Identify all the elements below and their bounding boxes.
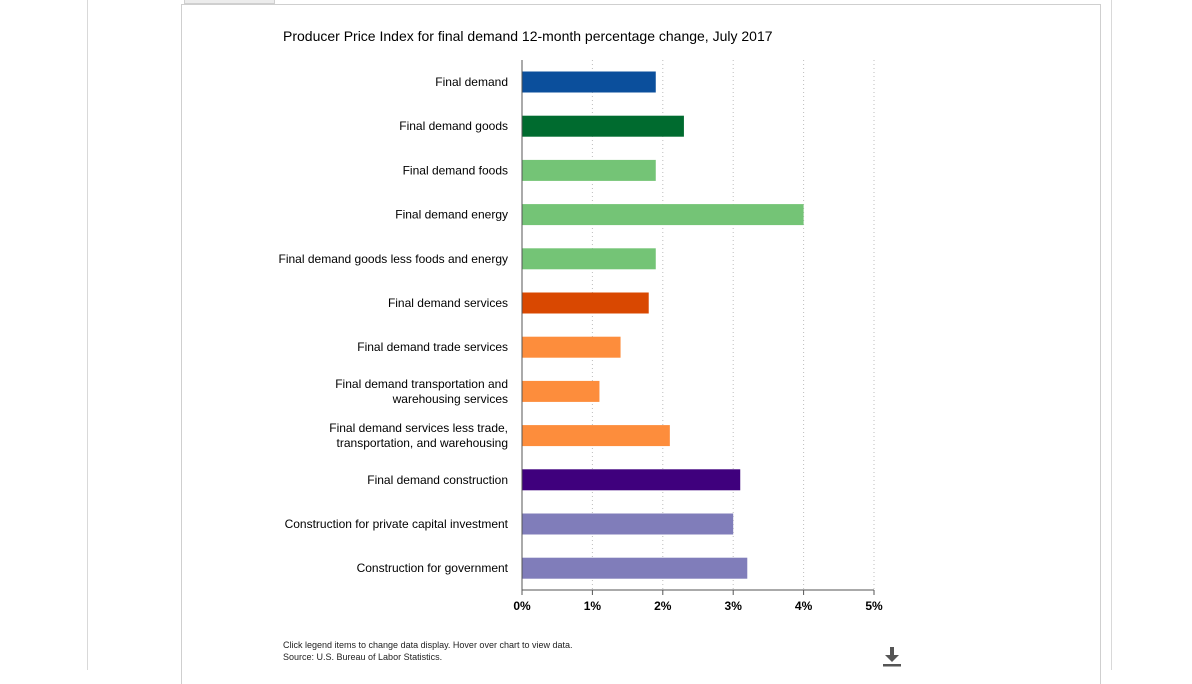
bar-5[interactable] (522, 292, 649, 314)
bar-3[interactable] (522, 204, 804, 226)
x-tick-label-1: 1% (584, 599, 602, 613)
category-label-4: Final demand goods less foods and energy (279, 252, 508, 266)
category-label-1: Final demand goods (399, 119, 508, 133)
x-tick-label-3: 3% (725, 599, 743, 613)
category-label-11: Construction for government (357, 561, 509, 575)
download-icon (883, 647, 901, 667)
chart-instructions: Click legend items to change data displa… (283, 640, 573, 650)
category-label-0: Final demand (435, 75, 508, 89)
x-tick-label-2: 2% (654, 599, 672, 613)
bar-0[interactable] (522, 71, 656, 93)
category-label-2: Final demand foods (403, 163, 508, 177)
bar-2[interactable] (522, 159, 656, 181)
bar-4[interactable] (522, 248, 656, 270)
chart-tab[interactable] (184, 0, 275, 4)
bar-11[interactable] (522, 557, 748, 579)
bar-7[interactable] (522, 380, 600, 402)
bar-10[interactable] (522, 513, 734, 535)
category-label-5: Final demand services (388, 296, 508, 310)
category-label-7-line-0: Final demand transportation and (335, 377, 508, 391)
bar-6[interactable] (522, 336, 621, 358)
category-label-6: Final demand trade services (357, 340, 508, 354)
download-button[interactable] (881, 645, 903, 667)
page-border-left (87, 0, 88, 670)
x-tick-label-0: 0% (513, 599, 531, 613)
bar-1[interactable] (522, 115, 684, 137)
category-label-10: Construction for private capital investm… (285, 517, 509, 531)
chart-source: Source: U.S. Bureau of Labor Statistics. (283, 652, 443, 662)
category-label-3: Final demand energy (395, 208, 508, 222)
page-border-right (1111, 0, 1112, 670)
bar-chart[interactable]: 0% 1% 2% 3% 4% 5% Final demand Final demand goo… (0, 0, 1192, 670)
category-label-9: Final demand construction (367, 473, 508, 487)
bar-8[interactable] (522, 425, 670, 447)
category-label-8-line-0: Final demand services less trade, (329, 421, 508, 435)
category-label-7-line-1: warehousing services (392, 392, 508, 406)
x-tick-label-5: 5% (865, 599, 883, 613)
x-tick-label-4: 4% (795, 599, 813, 613)
category-label-8-line-1: transportation, and warehousing (337, 436, 508, 450)
chart-title: Producer Price Index for final demand 12… (283, 28, 773, 44)
bar-9[interactable] (522, 469, 741, 491)
